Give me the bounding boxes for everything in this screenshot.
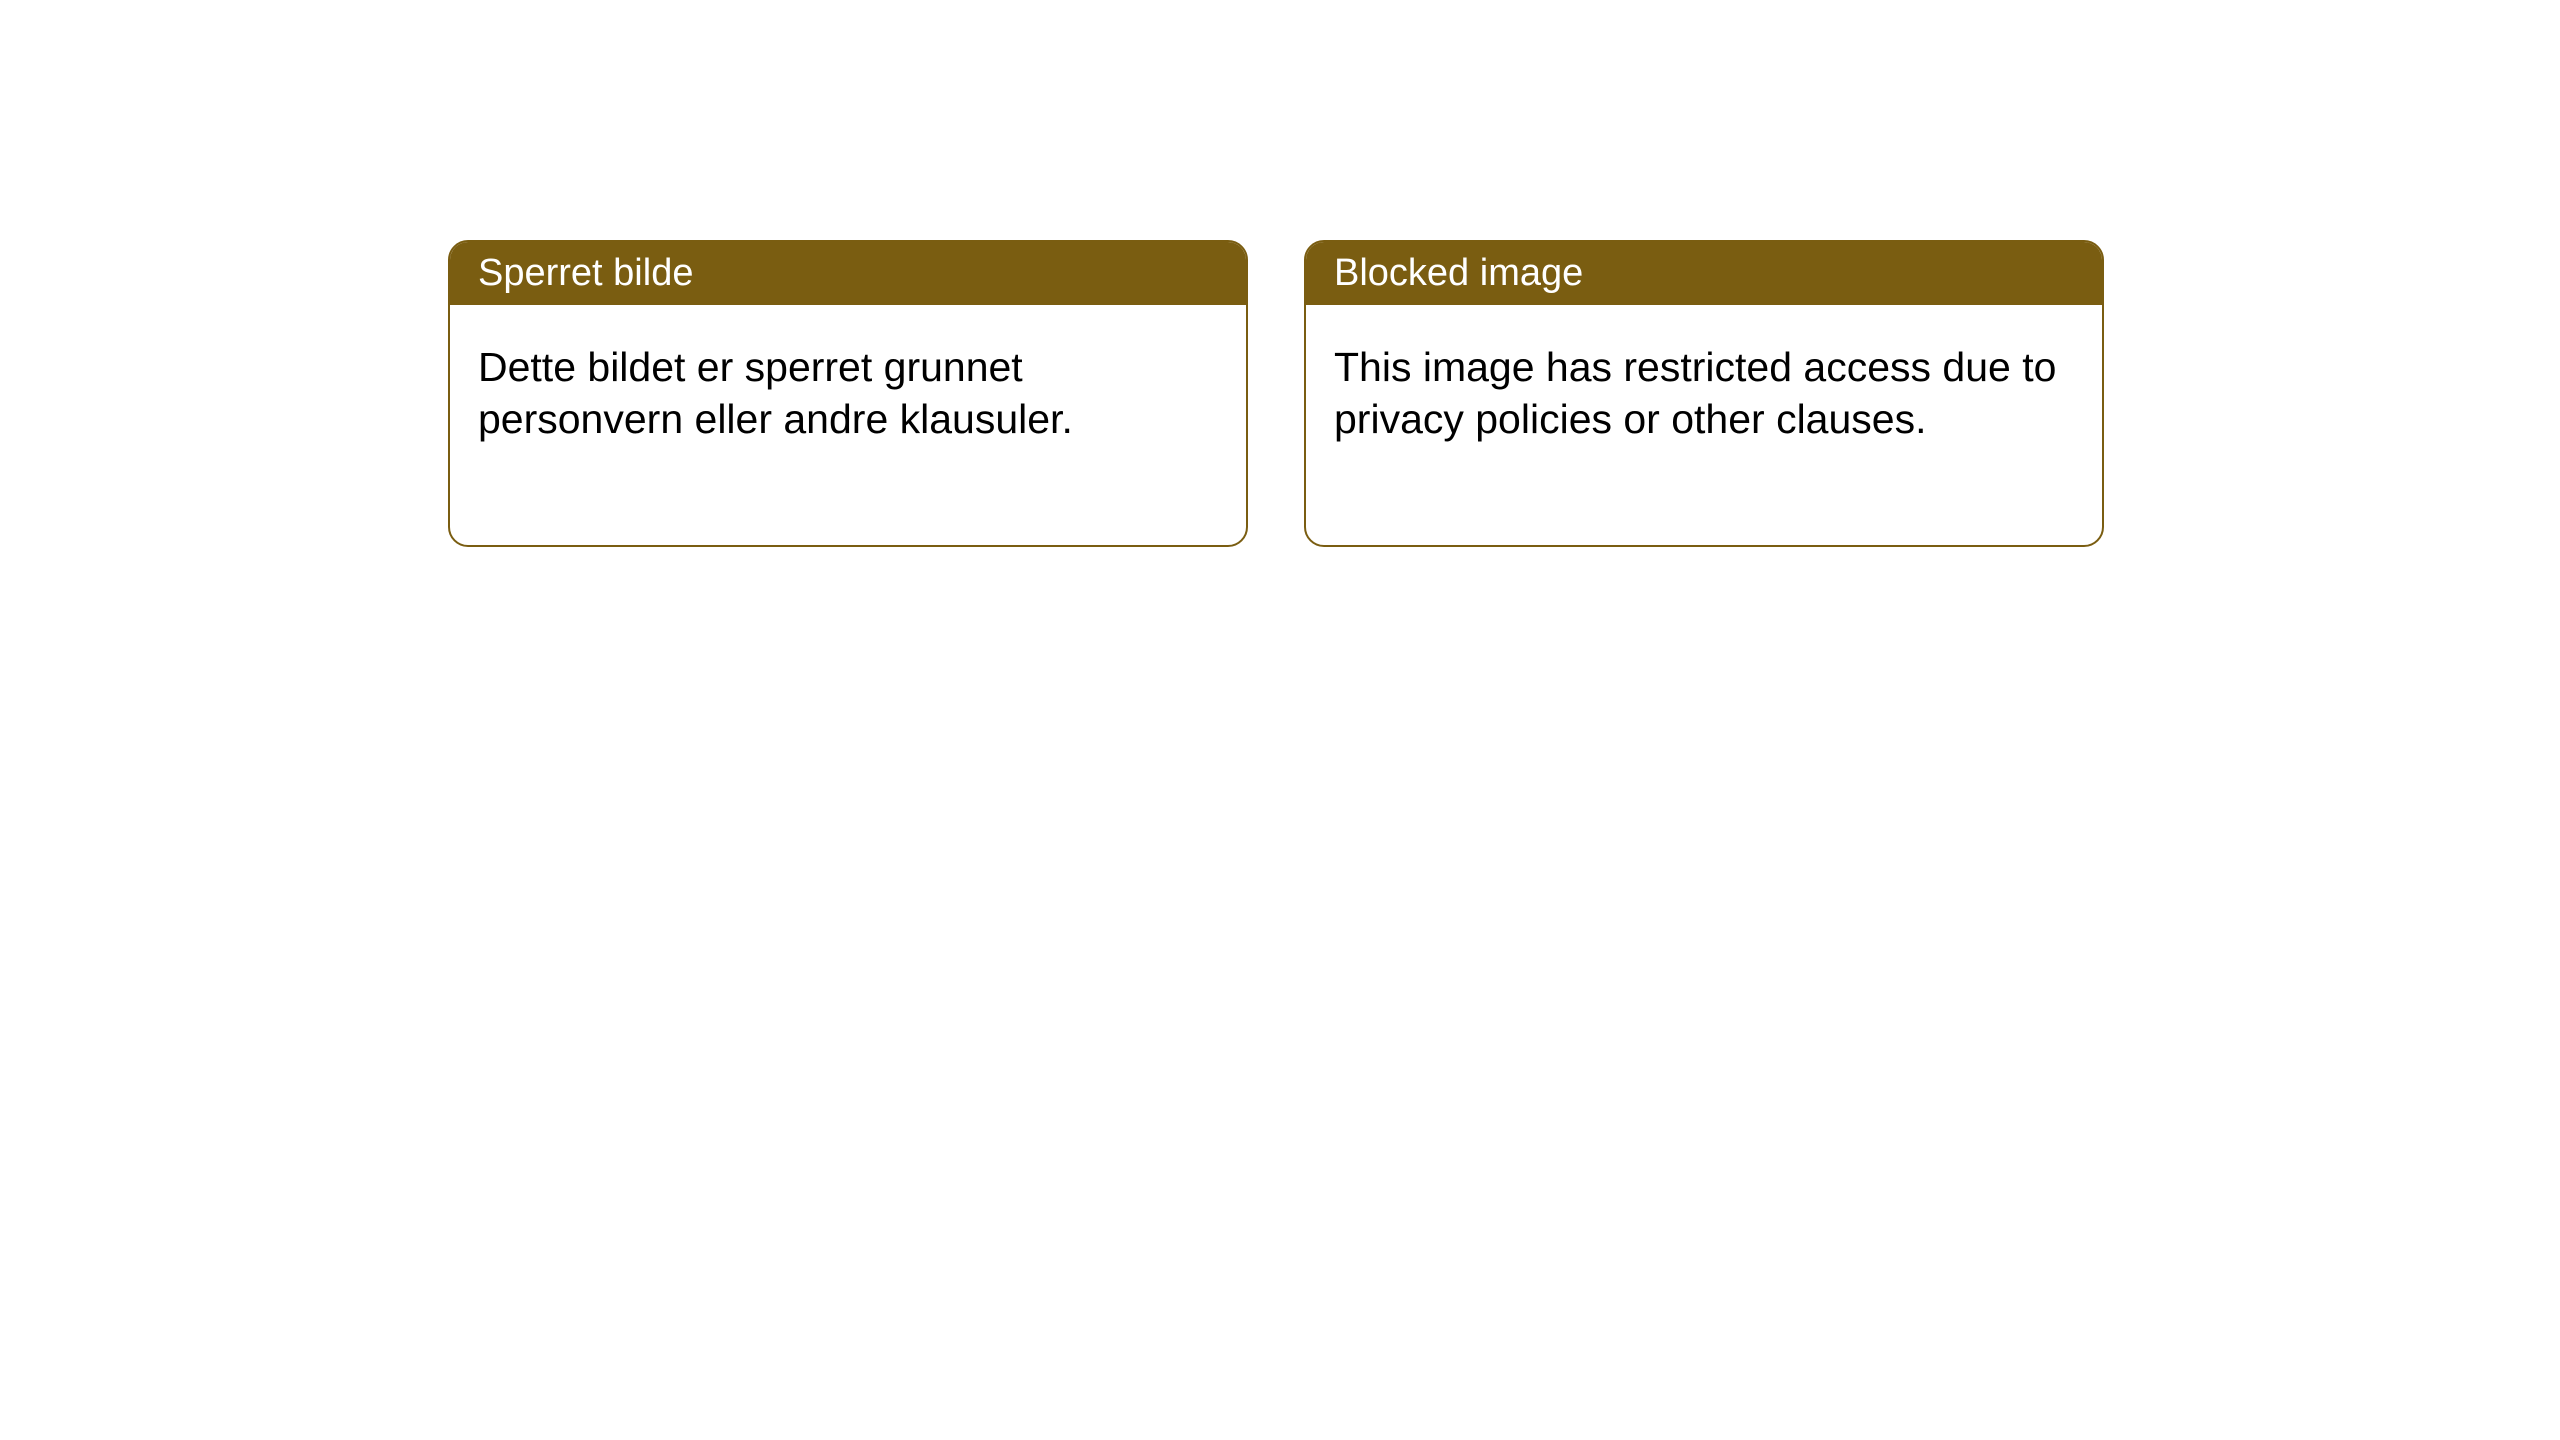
blocked-image-card-en: Blocked image This image has restricted … [1304, 240, 2104, 547]
card-header-en: Blocked image [1306, 242, 2102, 305]
blocked-image-card-no: Sperret bilde Dette bildet er sperret gr… [448, 240, 1248, 547]
blocked-image-notice-container: Sperret bilde Dette bildet er sperret gr… [448, 240, 2104, 547]
card-body-no: Dette bildet er sperret grunnet personve… [450, 305, 1246, 545]
card-header-no: Sperret bilde [450, 242, 1246, 305]
card-body-en: This image has restricted access due to … [1306, 305, 2102, 545]
